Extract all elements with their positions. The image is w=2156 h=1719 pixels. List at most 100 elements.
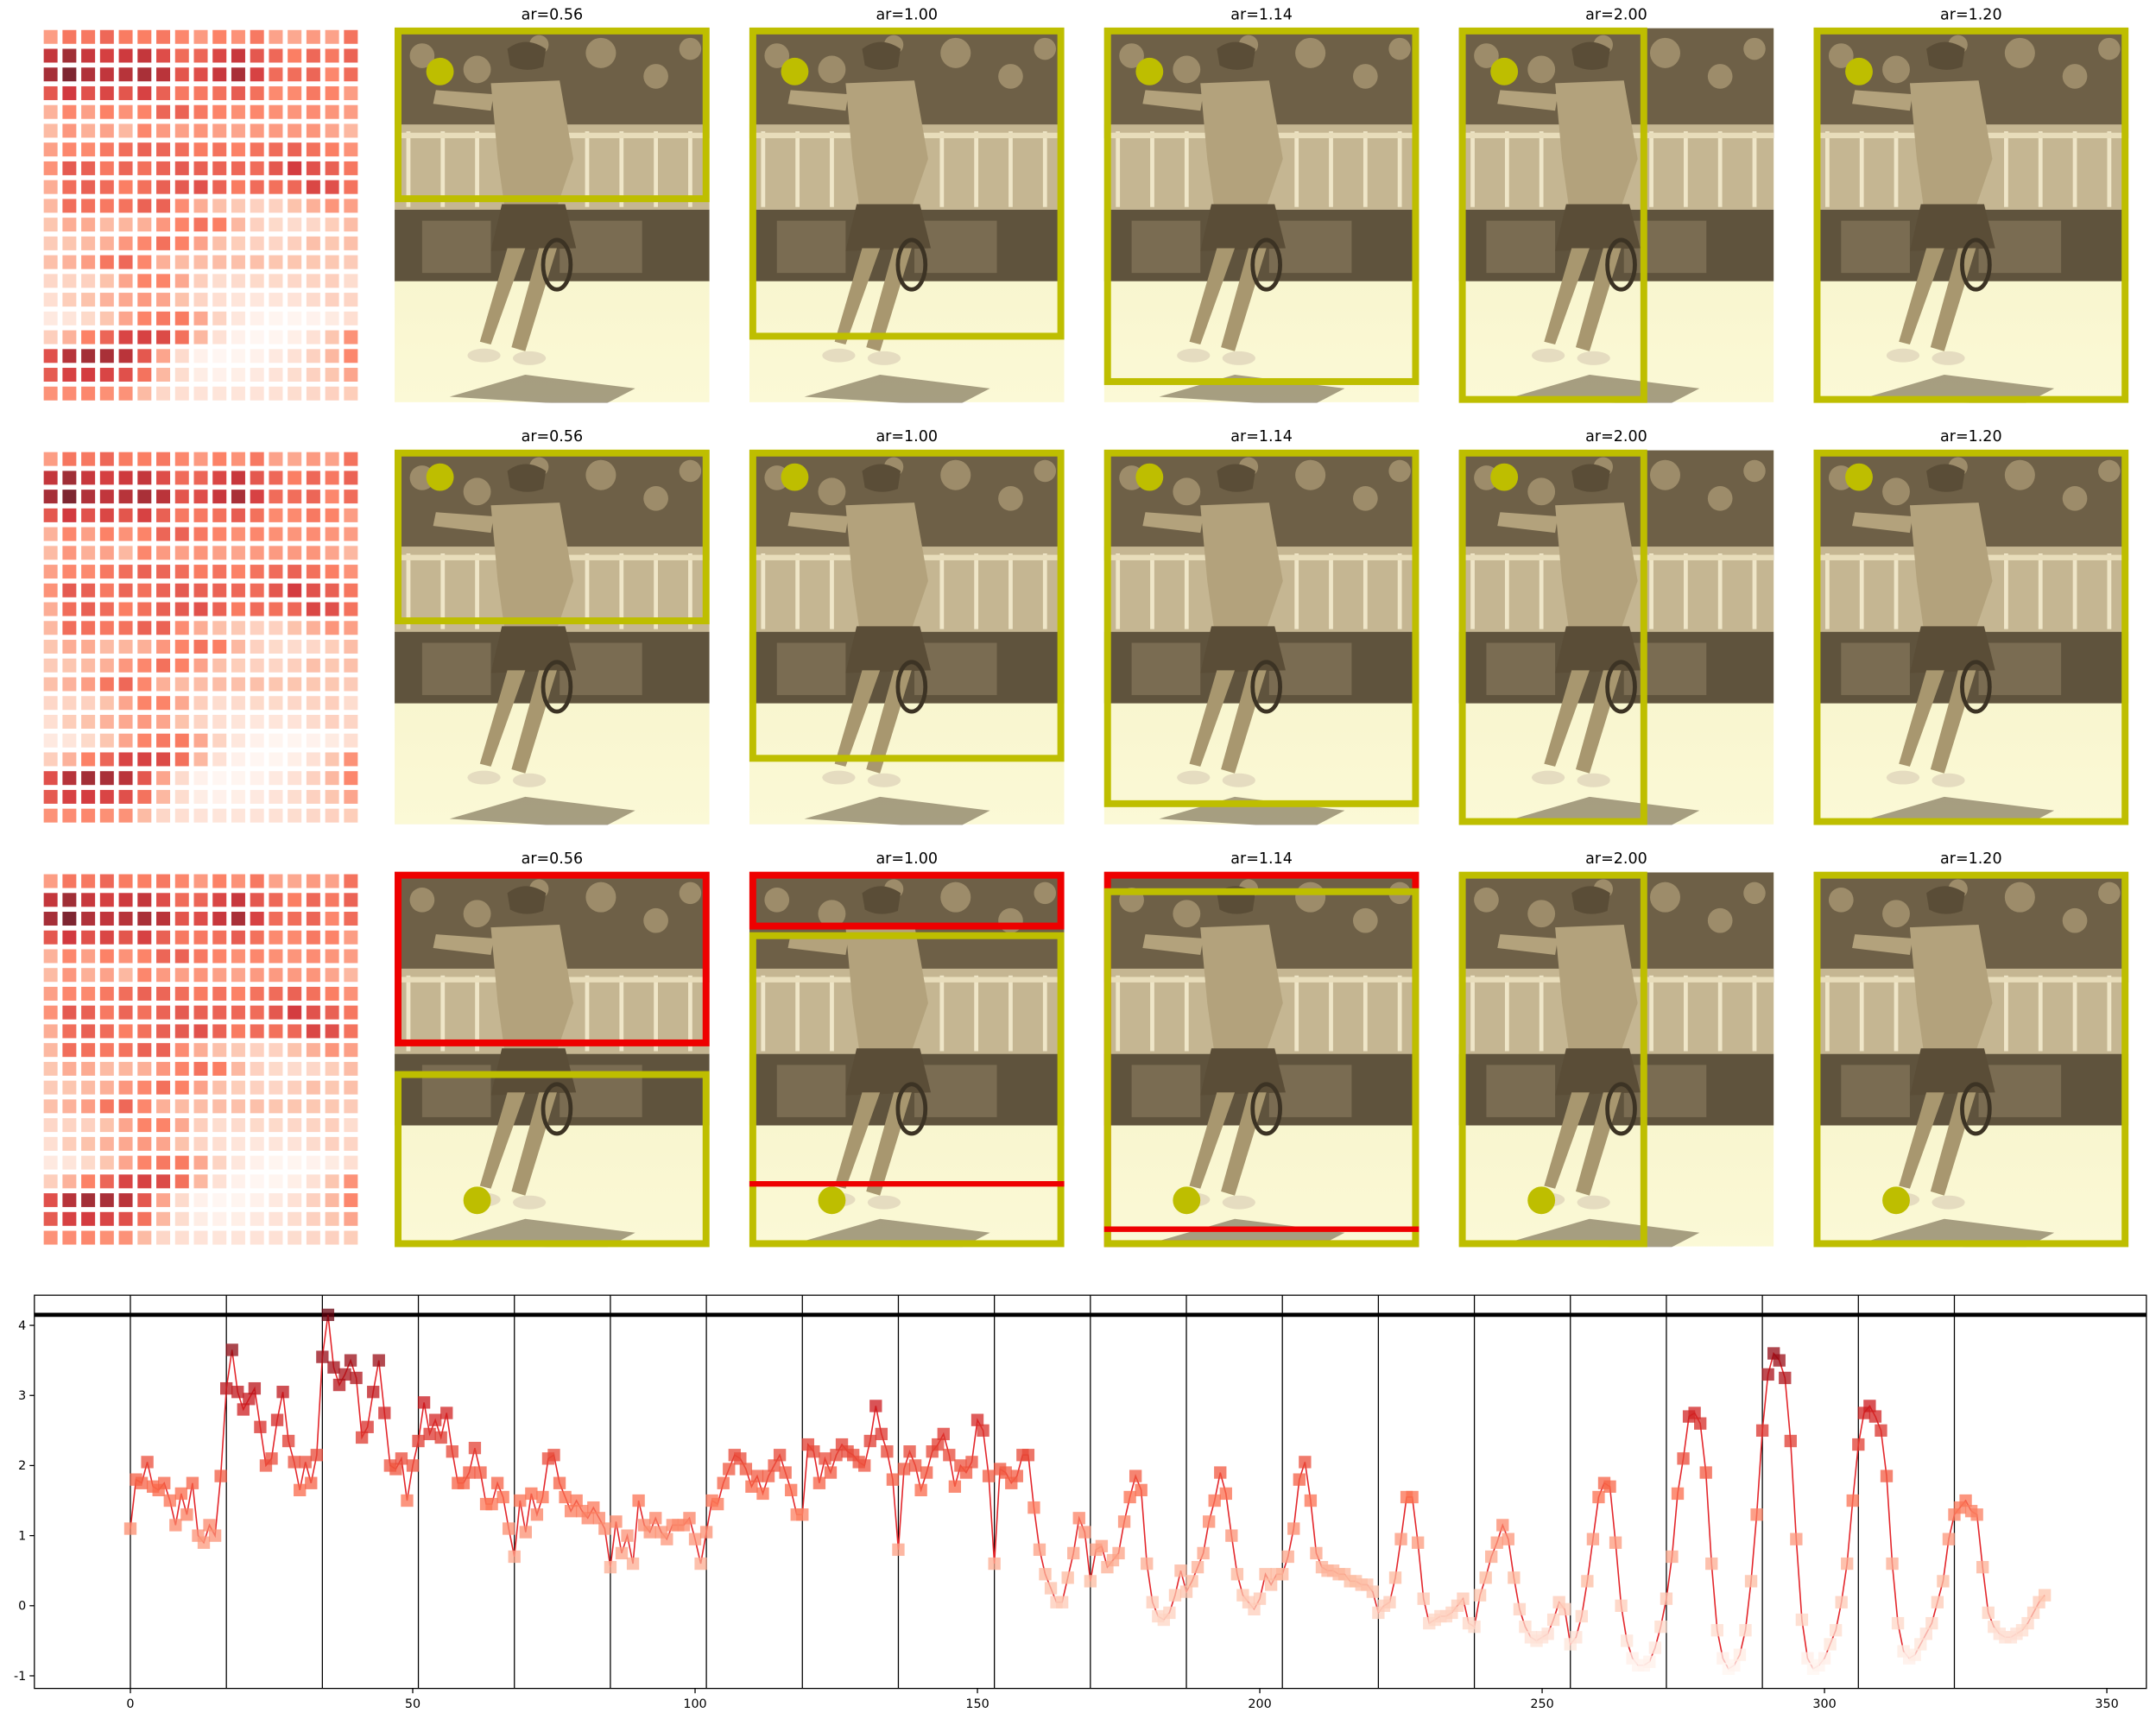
- heatmap-cell: [99, 968, 114, 983]
- marker: [1457, 1592, 1470, 1605]
- heatmap-cell: [193, 490, 208, 504]
- heatmap-cell: [250, 386, 264, 401]
- heatmap-cell: [212, 274, 227, 288]
- heatmap-cell: [306, 1174, 320, 1189]
- marker: [812, 1476, 826, 1489]
- heatmap-cell: [156, 386, 171, 401]
- marker: [785, 1483, 798, 1497]
- heatmap-cell: [250, 1005, 264, 1020]
- marker: [863, 1434, 876, 1448]
- heatmap-cell: [231, 658, 245, 673]
- heatmap-cell: [344, 583, 358, 597]
- marker: [1417, 1592, 1430, 1605]
- heatmap-cell: [81, 368, 96, 382]
- heatmap-cell: [250, 565, 264, 579]
- heatmap-cell: [156, 218, 171, 232]
- heatmap-cell: [174, 658, 189, 673]
- heatmap-cell: [212, 142, 227, 157]
- heatmap-cell: [137, 1174, 152, 1189]
- marker: [762, 1469, 775, 1482]
- heatmap-cell: [250, 142, 264, 157]
- heatmap-cell: [344, 67, 358, 82]
- marker: [288, 1456, 300, 1469]
- heatmap-cell: [174, 640, 189, 654]
- heatmap-cell: [325, 1080, 339, 1095]
- heatmap-cell: [325, 893, 339, 907]
- heatmap-cell: [288, 452, 302, 466]
- heatmap-cell: [325, 1174, 339, 1189]
- heatmap-cell: [62, 311, 77, 325]
- heatmap-cell: [288, 293, 302, 307]
- heatmap-cell: [118, 199, 133, 213]
- heatmap-cell: [137, 1099, 152, 1114]
- marker: [316, 1350, 329, 1363]
- heatmap-cell: [306, 1080, 320, 1095]
- heatmap-cell: [269, 893, 283, 907]
- marker: [1824, 1638, 1837, 1651]
- heatmap-cell: [212, 104, 227, 119]
- heatmap-cell: [212, 255, 227, 269]
- heatmap-cell: [62, 912, 77, 926]
- heatmap-cell: [81, 199, 96, 213]
- heatmap-cell: [156, 368, 171, 382]
- heatmap-cell: [344, 930, 358, 945]
- heatmap-cell: [212, 733, 227, 748]
- heatmap-cell: [212, 161, 227, 175]
- heatmap-cell: [137, 368, 152, 382]
- heatmap-cell: [344, 714, 358, 729]
- heatmap-cell: [306, 490, 320, 504]
- heatmap-cell: [288, 1005, 302, 1020]
- heatmap-cell: [156, 733, 171, 748]
- heatmap-cell: [43, 714, 58, 729]
- heatmap-cell: [193, 123, 208, 138]
- heatmap-cell: [231, 1005, 245, 1020]
- heatmap-cell: [344, 1155, 358, 1170]
- heatmap-cell: [156, 1155, 171, 1170]
- heatmap-cell: [81, 452, 96, 466]
- heatmap-cell: [156, 696, 171, 711]
- heatmap-cell: [174, 1230, 189, 1245]
- heatmap-cell: [250, 1118, 264, 1133]
- box: [395, 871, 710, 1046]
- heatmap-cell: [344, 874, 358, 888]
- heatmap-cell: [62, 274, 77, 288]
- heatmap-cell: [288, 893, 302, 907]
- heatmap-cell: [212, 583, 227, 597]
- heatmap-cell: [99, 274, 114, 288]
- heatmap-cell: [325, 733, 339, 748]
- heatmap-cell: [288, 29, 302, 44]
- heatmap-cell: [306, 199, 320, 213]
- heatmap-cell: [118, 1174, 133, 1189]
- heatmap-cell: [306, 1136, 320, 1151]
- heatmap-cell: [137, 986, 152, 1001]
- heatmap-cell: [325, 123, 339, 138]
- heatmap-cell: [325, 471, 339, 485]
- heatmap-cell: [99, 349, 114, 363]
- heatmap-cell: [43, 1080, 58, 1095]
- heatmap-cell: [81, 293, 96, 307]
- heatmap-cell: [250, 912, 264, 926]
- heatmap-cell: [193, 789, 208, 804]
- heatmap-cell: [250, 161, 264, 175]
- heatmap-cell: [62, 968, 77, 983]
- marker: [412, 1434, 425, 1448]
- heatmap-cell: [193, 1118, 208, 1133]
- marker: [1570, 1631, 1583, 1644]
- heatmap-cell: [288, 142, 302, 157]
- heatmap-cell: [269, 1118, 283, 1133]
- marker: [1163, 1606, 1176, 1620]
- heatmap-cell: [156, 471, 171, 485]
- heatmap-cell: [344, 123, 358, 138]
- heatmap-cell: [231, 67, 245, 82]
- heatmap-cell: [137, 386, 152, 401]
- marker: [982, 1469, 996, 1482]
- heatmap-cell: [306, 349, 320, 363]
- heatmap-cell: [174, 29, 189, 44]
- heatmap-cell: [118, 714, 133, 729]
- heatmap-cell: [62, 236, 77, 250]
- heatmap-cell: [231, 621, 245, 635]
- heatmap-cell: [137, 602, 152, 616]
- heatmap-cell: [325, 874, 339, 888]
- photo: [1104, 451, 1419, 829]
- heatmap-cell: [62, 771, 77, 786]
